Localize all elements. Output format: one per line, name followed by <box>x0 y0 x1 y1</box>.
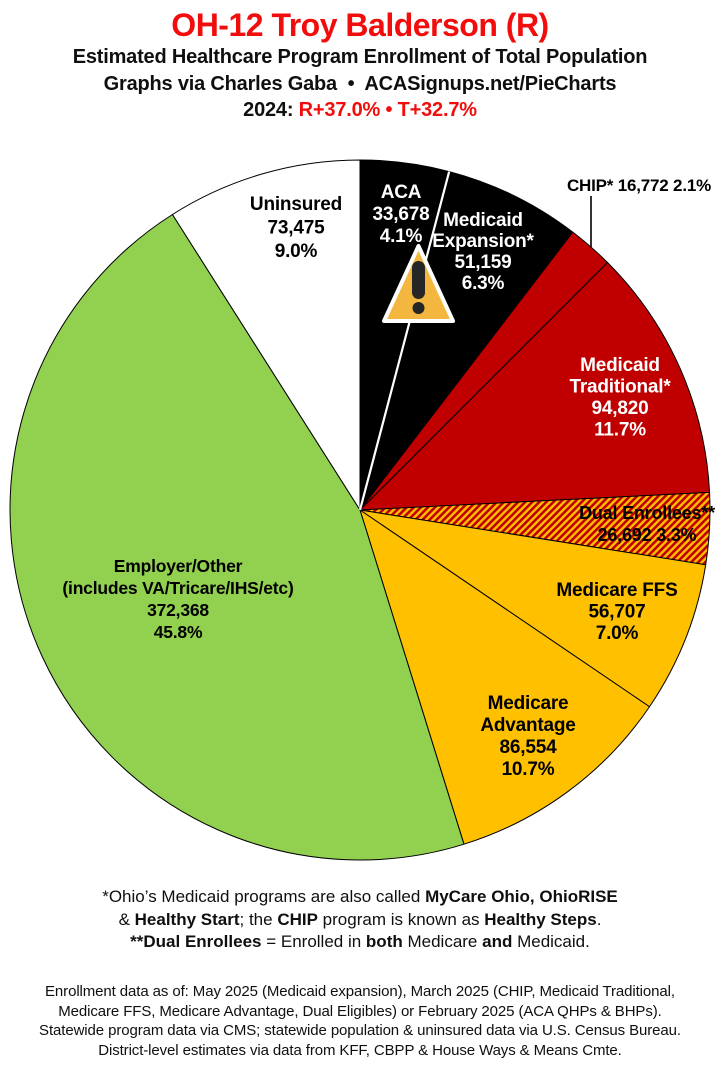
text-segment: MyCare Ohio, OhioRISE <box>425 887 618 906</box>
pie-slice-medicaid-traditional <box>359 262 711 511</box>
text-segment: both <box>365 932 403 951</box>
pie-slice-medicare-advantage <box>359 509 650 845</box>
slice-label-employer-other: Employer/Other (includes VA/Tricare/IHS/e… <box>62 556 293 642</box>
slice-label-medicaid-expansion: Medicaid Expansion* 51,159 6.3% <box>432 210 534 294</box>
slice-label-medicare-advantage: Medicare Advantage 86,554 10.7% <box>480 693 575 780</box>
subtitle-enrollment: Estimated Healthcare Program Enrollment … <box>72 46 648 68</box>
slice-label-chip: CHIP* 16,772 2.1% <box>567 176 711 195</box>
medicaid-naming-note: *Ohio’s Medicaid programs are also calle… <box>0 886 720 954</box>
text-segment: T+32.7% <box>397 99 477 121</box>
text-segment: *Ohio’s Medicaid programs are also calle… <box>102 887 426 906</box>
text-segment: program is known as <box>317 909 485 929</box>
slice-label-dual-enrollees: Dual Enrollees** 26,692 3.3% <box>579 503 715 545</box>
text-segment: and <box>482 932 513 951</box>
text-segment: **Dual Enrollees <box>130 932 262 951</box>
text-segment: = Enrolled in <box>261 932 366 951</box>
slice-label-aca: ACA 33,678 4.1% <box>373 182 430 247</box>
slice-label-medicaid-traditional: Medicaid Traditional* 94,820 11.7% <box>569 355 671 441</box>
pie-slice-medicaid-expansion <box>359 171 574 511</box>
slice-label-medicare-ffs: Medicare FFS 56,707 7.0% <box>556 580 677 644</box>
header: OH-12 Troy Balderson (R) Estimated Healt… <box>0 6 720 124</box>
page-title: OH-12 Troy Balderson (R) <box>171 7 549 43</box>
pie-slice-medicare-ffs <box>359 509 707 708</box>
text-segment: Medicaid. <box>512 932 590 951</box>
text-segment: R+37.0% <box>298 99 381 121</box>
partisan-lean-line: 2024: R+37.0% • T+32.7% <box>0 97 720 124</box>
source-line: Enrollment data as of: May 2025 (Medicai… <box>45 983 675 1000</box>
text-segment: Medicare <box>402 932 483 951</box>
text-segment: Healthy Steps <box>484 909 597 929</box>
pie-slice-employer-other <box>9 213 465 861</box>
text-segment: CHIP <box>277 909 318 929</box>
slice-divider-line <box>358 171 451 511</box>
slice-label-uninsured: Uninsured 73,475 9.0% <box>250 194 342 262</box>
subtitle-attribution: Graphs via Charles Gaba • ACASignups.net… <box>103 72 617 95</box>
pie-slice-uninsured <box>171 159 361 511</box>
warning-triangle-icon <box>382 244 455 323</box>
source-line: District-level estimates via data from K… <box>98 1041 622 1059</box>
text-segment: • <box>380 99 398 121</box>
text-segment: Healthy Start <box>134 909 240 929</box>
data-source-note: Enrollment data as of: May 2025 (Medicai… <box>0 982 720 1060</box>
note-line: *Ohio’s Medicaid programs are also calle… <box>0 886 720 909</box>
text-segment: 2024: <box>243 99 299 121</box>
source-line: Statewide program data via CMS; statewid… <box>39 1022 681 1039</box>
text-segment: ; the <box>239 909 278 929</box>
text-segment: & <box>118 909 135 929</box>
text-segment: . <box>596 909 602 929</box>
source-line: Medicare FFS, Medicare Advantage, Dual E… <box>58 1002 662 1020</box>
note-line: & Healthy Start; the CHIP program is kno… <box>0 909 720 932</box>
note-line: **Dual Enrollees = Enrolled in both Medi… <box>0 931 720 954</box>
